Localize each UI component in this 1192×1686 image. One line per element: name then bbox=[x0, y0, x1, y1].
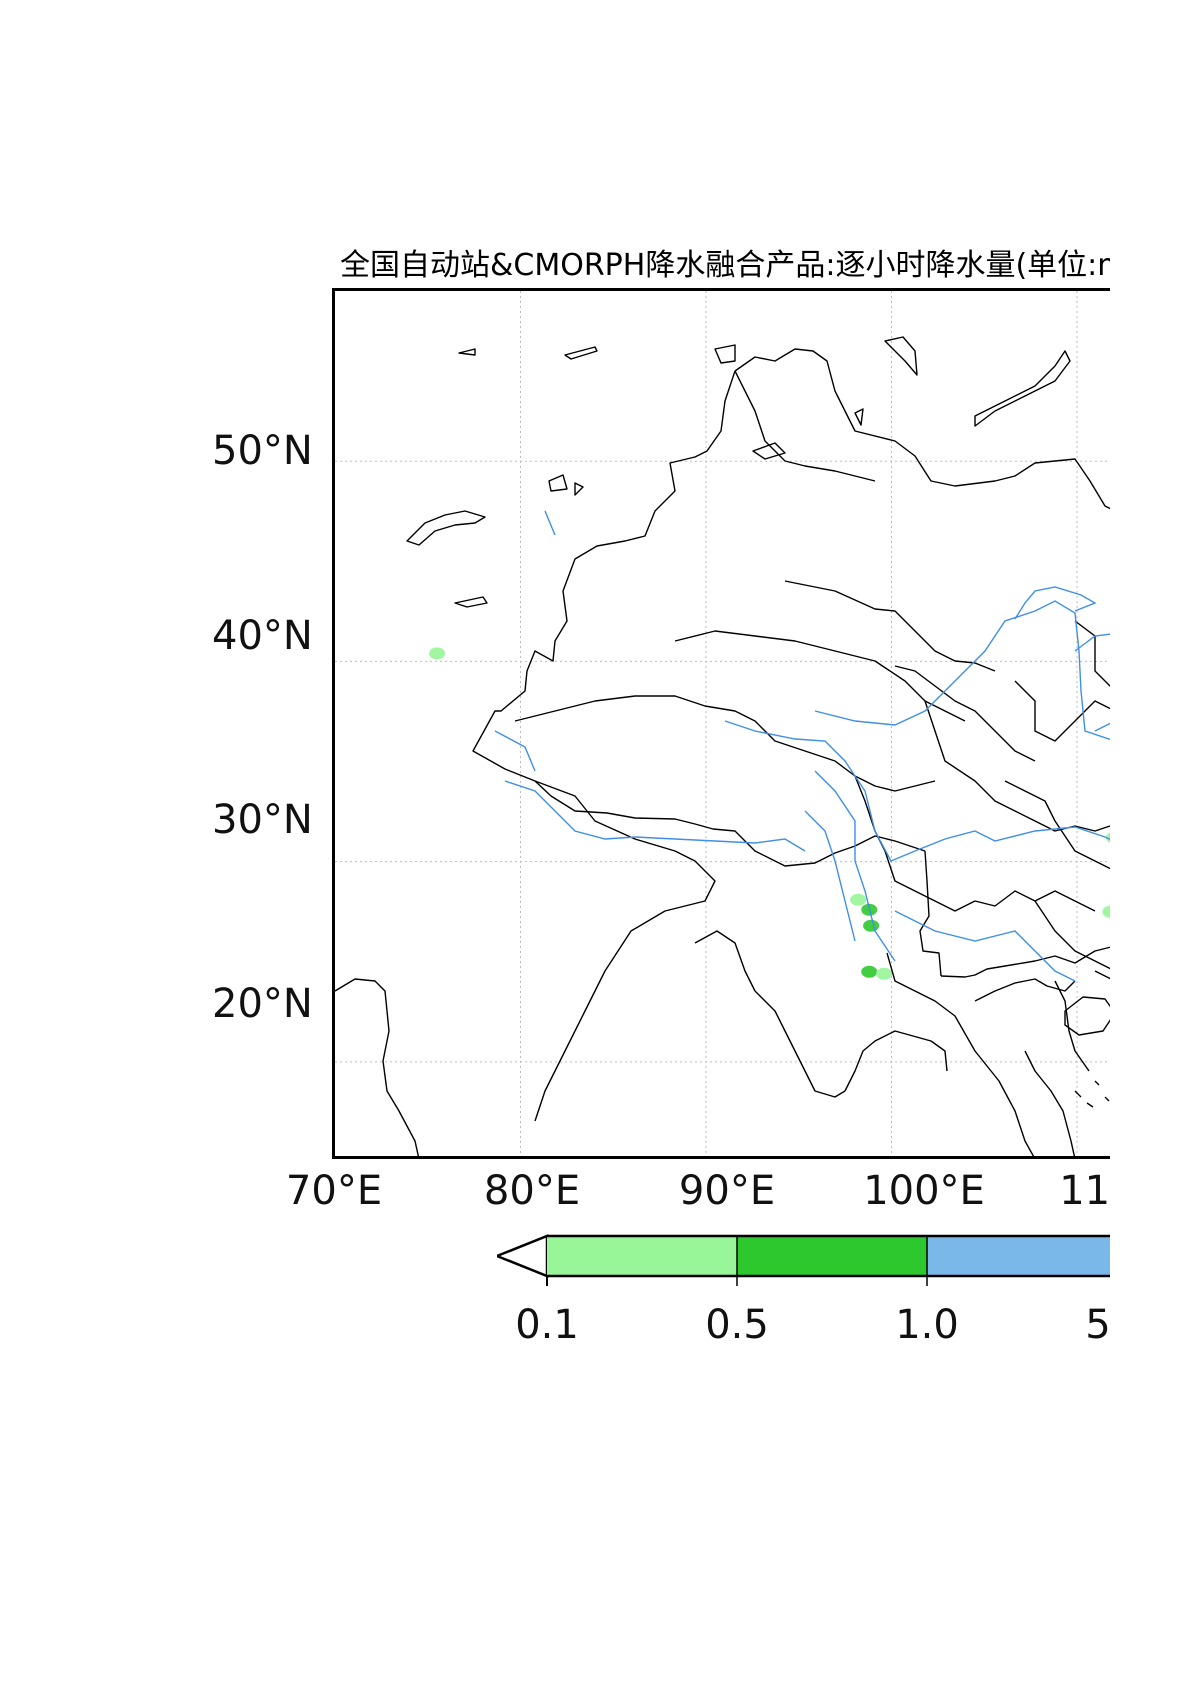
river-mekong bbox=[814, 770, 896, 962]
province-line bbox=[784, 580, 996, 672]
boundary-line bbox=[844, 1030, 948, 1092]
boundary-line bbox=[472, 370, 736, 772]
lat-label-40n: 40°N bbox=[212, 613, 313, 659]
boundary-line bbox=[919, 850, 942, 977]
page-margin bbox=[1110, 0, 1192, 1686]
gridlines bbox=[335, 291, 1192, 1156]
map-title: 全国自动站&CMORPH降水融合产品:逐小时降水量(单位:mm) bbox=[340, 248, 1168, 283]
colorbar-tick-label: 1.0 bbox=[895, 1302, 959, 1348]
map-canvas bbox=[335, 291, 1192, 1156]
province-line bbox=[514, 695, 936, 792]
boundary-line bbox=[974, 978, 1076, 1002]
lake bbox=[854, 408, 864, 426]
lake bbox=[574, 482, 584, 496]
colorbar-segment bbox=[547, 1236, 737, 1276]
small-islands bbox=[1074, 1080, 1110, 1108]
precip-cell bbox=[876, 967, 893, 980]
river-yellow bbox=[814, 600, 1192, 742]
boundary-line bbox=[694, 930, 846, 1098]
river-salween bbox=[804, 810, 856, 942]
colorbar-segment bbox=[927, 1236, 1117, 1276]
colorbar bbox=[497, 1234, 1192, 1286]
map-frame bbox=[332, 288, 1192, 1159]
lon-label-90e: 90°E bbox=[678, 1168, 776, 1214]
precipitation-layer bbox=[429, 647, 1192, 1010]
lon-label-100e: 100°E bbox=[863, 1168, 985, 1214]
lon-label-70e: 70°E bbox=[285, 1168, 383, 1214]
province-line bbox=[734, 370, 876, 482]
lake-balkhash bbox=[406, 510, 486, 546]
province-line bbox=[894, 665, 1036, 762]
hainan-island bbox=[1064, 996, 1116, 1036]
river-yellow-loop bbox=[1014, 586, 1097, 620]
river-ili bbox=[544, 510, 556, 536]
boundary-line bbox=[886, 952, 1035, 1156]
lake bbox=[714, 344, 736, 364]
boundary-line bbox=[335, 978, 420, 1156]
coastline bbox=[1024, 1050, 1076, 1156]
lake bbox=[454, 596, 488, 608]
lat-label-30n: 30°N bbox=[212, 797, 313, 843]
river-pearl bbox=[894, 910, 1076, 982]
lake bbox=[884, 336, 918, 376]
precip-cell bbox=[429, 647, 446, 660]
lat-label-20n: 20°N bbox=[212, 981, 313, 1027]
boundary-line bbox=[734, 348, 1192, 517]
lon-label-80e: 80°E bbox=[483, 1168, 581, 1214]
province-line bbox=[674, 630, 966, 722]
boundaries bbox=[335, 336, 1192, 1156]
province-line bbox=[854, 775, 1096, 912]
colorbar-tick-label: 0.1 bbox=[515, 1302, 579, 1348]
precip-cell bbox=[861, 965, 878, 978]
lake bbox=[548, 474, 568, 492]
boundary-line bbox=[1054, 980, 1090, 1072]
lake-baikal bbox=[974, 350, 1071, 427]
precip-cell bbox=[850, 893, 867, 906]
lake bbox=[458, 348, 476, 356]
river-yarlung bbox=[504, 780, 806, 852]
boundary-line bbox=[534, 780, 716, 1122]
river-indus bbox=[494, 730, 536, 772]
colorbar-tick-label: 0.5 bbox=[705, 1302, 769, 1348]
colorbar-extend-arrow bbox=[497, 1234, 549, 1278]
lake bbox=[564, 346, 598, 360]
precip-cell bbox=[863, 919, 880, 932]
colorbar-segment bbox=[737, 1236, 927, 1276]
lat-label-50n: 50°N bbox=[212, 428, 313, 474]
rivers bbox=[494, 510, 1192, 982]
boundary-line bbox=[509, 770, 926, 867]
lake bbox=[752, 442, 786, 460]
